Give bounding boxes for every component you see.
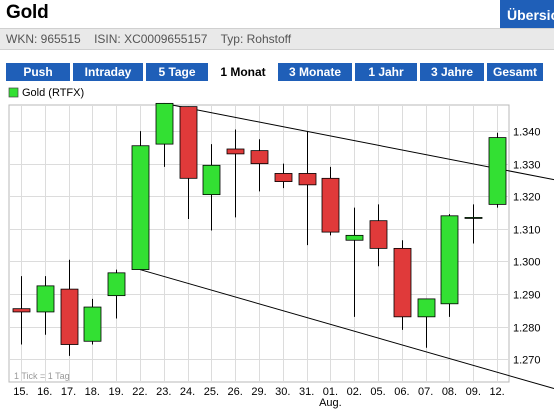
x-tick-label: 26.	[228, 386, 243, 398]
candle-body	[417, 298, 436, 318]
tab-1-monat[interactable]: 1 Monat	[211, 63, 275, 81]
x-tick-label: 30.	[275, 386, 290, 398]
y-tick-label: 1.340	[513, 127, 541, 139]
y-tick-label: 1.330	[513, 160, 541, 172]
page-title: Gold	[6, 2, 49, 23]
tick-note: 1 Tick = 1 Tag	[14, 371, 70, 381]
wkn-label: WKN: 965515	[6, 32, 81, 46]
x-tick-label: 02.	[347, 386, 362, 398]
x-tick-label: 18.	[85, 386, 100, 398]
candle-body	[12, 308, 31, 313]
x-tick-label: 06.	[394, 386, 409, 398]
tab-push[interactable]: Push	[6, 63, 70, 81]
candle-body	[155, 102, 174, 145]
x-tick-label: 09.	[466, 386, 481, 398]
candle-body	[226, 148, 245, 155]
instrument-meta-bar: WKN: 965515 ISIN: XC0009655157 Typ: Rohs…	[0, 28, 554, 50]
x-tick-label: 15.	[13, 386, 28, 398]
tab-1-jahr[interactable]: 1 Jahr	[355, 63, 417, 81]
legend-label: Gold (RTFX)	[22, 87, 84, 99]
candles	[12, 102, 507, 356]
y-tick-label: 1.280	[513, 323, 541, 335]
x-tick-label: 24.	[180, 386, 195, 398]
tab-5-tage[interactable]: 5 Tage	[146, 63, 208, 81]
overview-tab[interactable]: Übersicht	[500, 0, 554, 30]
candle-body	[60, 288, 79, 345]
y-tick-label: 1.270	[513, 355, 541, 367]
y-tick-label: 1.310	[513, 225, 541, 237]
timeframe-tabs: Push Intraday 5 Tage 1 Monat 3 Monate 1 …	[6, 63, 546, 81]
candle-body	[298, 173, 317, 186]
candle-body	[107, 272, 126, 297]
y-tick-label: 1.290	[513, 290, 541, 302]
x-tick-label: 17.	[61, 386, 76, 398]
tab-gesamt[interactable]: Gesamt	[487, 63, 543, 81]
candlestick-chart: 1.270 1.280 1.290 1.300 1.310 1.320 1.330 1.340…	[8, 87, 554, 410]
x-tick-label: 12.	[489, 386, 504, 398]
type-label: Typ: Rohstoff	[220, 32, 292, 46]
axes: 1.270 1.280 1.290 1.300 1.310 1.320 1.330 1.340…	[13, 127, 540, 410]
x-tick-label: 25.	[204, 386, 219, 398]
candle-body	[321, 177, 340, 233]
candle-body	[250, 150, 269, 165]
candle-body	[179, 106, 198, 179]
candle-body	[36, 285, 55, 313]
candle-body	[83, 306, 102, 342]
candle-body	[202, 164, 221, 196]
month-label: Aug.	[319, 397, 342, 409]
candle-body	[488, 137, 507, 205]
isin-label: ISIN: XC0009655157	[94, 32, 208, 46]
candle-body	[393, 247, 412, 318]
candle-body	[131, 145, 150, 270]
candle-body	[440, 215, 459, 305]
x-tick-label: 19.	[108, 386, 123, 398]
tab-3-monate[interactable]: 3 Monate	[278, 63, 352, 81]
legend-swatch	[8, 87, 19, 98]
x-tick-label: 23.	[156, 386, 171, 398]
y-tick-label: 1.300	[513, 257, 541, 269]
x-tick-label: 22.	[132, 386, 147, 398]
x-tick-label: 29.	[251, 386, 266, 398]
x-tick-label: 08.	[442, 386, 457, 398]
x-tick-label: 01.	[323, 386, 338, 398]
y-tick-label: 1.320	[513, 192, 541, 204]
candle-body	[345, 234, 364, 241]
x-tick-label: 07.	[418, 386, 433, 398]
trendline	[139, 269, 554, 390]
tab-intraday[interactable]: Intraday	[73, 63, 143, 81]
candle-body	[274, 173, 293, 182]
x-tick-label: 16.	[37, 386, 52, 398]
candle-body	[464, 217, 483, 219]
tab-3-jahre[interactable]: 3 Jahre	[420, 63, 484, 81]
x-tick-label: 05.	[370, 386, 385, 398]
x-tick-label: 31.	[299, 386, 314, 398]
candle-body	[369, 220, 388, 249]
